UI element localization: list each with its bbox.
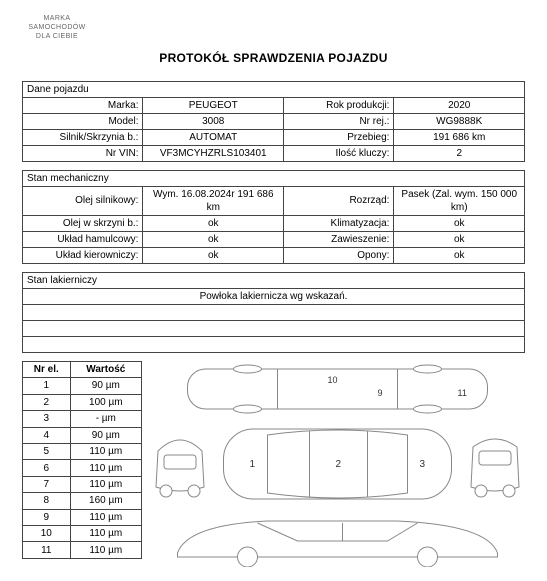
car-top-view: 10 9 11 bbox=[150, 361, 525, 417]
kier-label: Układ kierowniczy: bbox=[23, 247, 143, 263]
paint-table: Stan lakierniczy Powłoka lakiernicza wg … bbox=[22, 272, 525, 353]
olejs-value: Wym. 16.08.2024r 191 686 km bbox=[143, 186, 284, 215]
logo-line3: Dla Ciebie bbox=[22, 32, 92, 41]
car-diagram: 10 9 11 1 2 3 bbox=[150, 361, 525, 567]
thickness-row: 490 µm bbox=[23, 427, 142, 443]
rozrzad-label: Rozrząd: bbox=[284, 186, 394, 215]
section-paint-header: Stan lakierniczy bbox=[23, 272, 525, 288]
vin-label: Nr VIN: bbox=[23, 145, 143, 161]
vehicle-table: Dane pojazdu Marka: PEUGEOT Rok produkcj… bbox=[22, 81, 525, 162]
thickness-row: 8160 µm bbox=[23, 493, 142, 509]
thickness-nr: 6 bbox=[23, 460, 71, 476]
thickness-row: 9110 µm bbox=[23, 509, 142, 525]
car-side-view bbox=[150, 511, 525, 567]
thickness-hdr-nr: Nr el. bbox=[23, 361, 71, 377]
paint-note: Powłoka lakiernicza wg wskazań. bbox=[23, 288, 525, 304]
thickness-row: 10110 µm bbox=[23, 525, 142, 541]
thickness-val: 90 µm bbox=[70, 427, 141, 443]
rozrzad-value: Pasek (Zal. wym. 150 000 km) bbox=[394, 186, 525, 215]
thickness-nr: 2 bbox=[23, 394, 71, 410]
thickness-nr: 4 bbox=[23, 427, 71, 443]
vin-value: VF3MCYHZRLS103401 bbox=[143, 145, 284, 161]
thickness-val: 160 µm bbox=[70, 493, 141, 509]
olejs-label: Olej silnikowy: bbox=[23, 186, 143, 215]
hamulc-value: ok bbox=[143, 231, 284, 247]
thickness-val: 110 µm bbox=[70, 542, 141, 559]
rej-value: WG9888K bbox=[394, 113, 525, 129]
thickness-val: 110 µm bbox=[70, 460, 141, 476]
przebieg-label: Przebieg: bbox=[284, 129, 394, 145]
thickness-val: - µm bbox=[70, 411, 141, 427]
paint-blank-row bbox=[23, 336, 525, 352]
thickness-val: 100 µm bbox=[70, 394, 141, 410]
thickness-table: Nr el. Wartość 190 µm2100 µm3- µm490 µm5… bbox=[22, 361, 142, 559]
thickness-nr: 7 bbox=[23, 476, 71, 492]
thickness-nr: 5 bbox=[23, 443, 71, 459]
diag-label-9: 9 bbox=[378, 388, 383, 398]
thickness-nr: 8 bbox=[23, 493, 71, 509]
thickness-row: 6110 µm bbox=[23, 460, 142, 476]
mech-table: Stan mechaniczny Olej silnikowy: Wym. 16… bbox=[22, 170, 525, 264]
thickness-nr: 10 bbox=[23, 525, 71, 541]
thickness-nr: 11 bbox=[23, 542, 71, 559]
przebieg-value: 191 686 km bbox=[394, 129, 525, 145]
marka-label: Marka: bbox=[23, 97, 143, 113]
silnik-label: Silnik/Skrzynia b.: bbox=[23, 129, 143, 145]
rej-label: Nr rej.: bbox=[284, 113, 394, 129]
zaw-value: ok bbox=[394, 231, 525, 247]
paint-blank-row bbox=[23, 320, 525, 336]
thickness-row: 5110 µm bbox=[23, 443, 142, 459]
brand-logo: Marka Samochodów Dla Ciebie bbox=[22, 14, 92, 41]
zaw-label: Zawieszenie: bbox=[284, 231, 394, 247]
section-mech-header: Stan mechaniczny bbox=[23, 170, 525, 186]
thickness-val: 110 µm bbox=[70, 443, 141, 459]
diag-label-11: 11 bbox=[458, 388, 467, 398]
thickness-nr: 3 bbox=[23, 411, 71, 427]
logo-line2: Samochodów bbox=[22, 23, 92, 32]
thickness-val: 90 µm bbox=[70, 378, 141, 394]
model-value: 3008 bbox=[143, 113, 284, 129]
klucze-value: 2 bbox=[394, 145, 525, 161]
rok-label: Rok produkcji: bbox=[284, 97, 394, 113]
page-title: PROTOKÓŁ SPRAWDZENIA POJAZDU bbox=[22, 51, 525, 67]
section-vehicle-header: Dane pojazdu bbox=[23, 81, 525, 97]
klucze-label: Ilość kluczy: bbox=[284, 145, 394, 161]
thickness-nr: 9 bbox=[23, 509, 71, 525]
thickness-val: 110 µm bbox=[70, 525, 141, 541]
klima-label: Klimatyzacja: bbox=[284, 215, 394, 231]
thickness-row: 190 µm bbox=[23, 378, 142, 394]
car-plan-view: 1 2 3 bbox=[214, 421, 461, 507]
opony-value: ok bbox=[394, 247, 525, 263]
thickness-row: 11110 µm bbox=[23, 542, 142, 559]
rok-value: 2020 bbox=[394, 97, 525, 113]
thickness-val: 110 µm bbox=[70, 476, 141, 492]
diag-label-3: 3 bbox=[420, 459, 426, 470]
thickness-row: 3- µm bbox=[23, 411, 142, 427]
paint-blank-row bbox=[23, 304, 525, 320]
thickness-row: 7110 µm bbox=[23, 476, 142, 492]
kier-value: ok bbox=[143, 247, 284, 263]
diag-label-10: 10 bbox=[328, 375, 338, 385]
olejb-label: Olej w skrzyni b.: bbox=[23, 215, 143, 231]
diag-label-1: 1 bbox=[250, 459, 256, 470]
thickness-row: 2100 µm bbox=[23, 394, 142, 410]
car-front-view bbox=[150, 421, 210, 507]
logo-line1: Marka bbox=[22, 14, 92, 23]
car-rear-view bbox=[465, 421, 525, 507]
klima-value: ok bbox=[394, 215, 525, 231]
diag-label-2: 2 bbox=[336, 459, 342, 470]
thickness-nr: 1 bbox=[23, 378, 71, 394]
model-label: Model: bbox=[23, 113, 143, 129]
silnik-value: AUTOMAT bbox=[143, 129, 284, 145]
opony-label: Opony: bbox=[284, 247, 394, 263]
thickness-val: 110 µm bbox=[70, 509, 141, 525]
olejb-value: ok bbox=[143, 215, 284, 231]
marka-value: PEUGEOT bbox=[143, 97, 284, 113]
hamulc-label: Układ hamulcowy: bbox=[23, 231, 143, 247]
thickness-hdr-val: Wartość bbox=[70, 361, 141, 377]
